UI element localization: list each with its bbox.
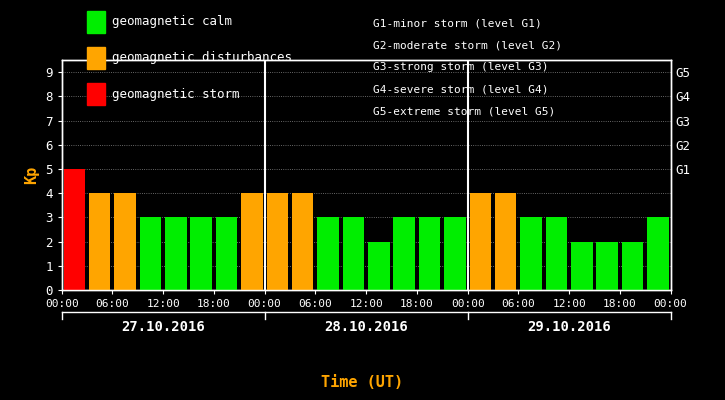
Bar <box>267 193 288 290</box>
Text: geomagnetic storm: geomagnetic storm <box>112 88 240 100</box>
Bar <box>165 217 186 290</box>
Text: geomagnetic disturbances: geomagnetic disturbances <box>112 52 292 64</box>
Bar <box>546 217 567 290</box>
Bar <box>368 242 389 290</box>
Bar <box>343 217 364 290</box>
Bar <box>241 193 262 290</box>
Bar <box>140 217 161 290</box>
Bar <box>495 193 516 290</box>
Bar <box>292 193 313 290</box>
Bar <box>622 242 643 290</box>
Bar <box>571 242 592 290</box>
Text: 29.10.2016: 29.10.2016 <box>527 320 611 334</box>
Bar <box>444 217 465 290</box>
Bar <box>191 217 212 290</box>
Bar <box>89 193 110 290</box>
Bar <box>318 217 339 290</box>
Text: G4-severe storm (level G4): G4-severe storm (level G4) <box>373 84 549 94</box>
Text: G1-minor storm (level G1): G1-minor storm (level G1) <box>373 18 542 28</box>
Bar <box>597 242 618 290</box>
Text: G2-moderate storm (level G2): G2-moderate storm (level G2) <box>373 40 563 50</box>
Bar <box>419 217 440 290</box>
Bar <box>470 193 491 290</box>
Text: G5-extreme storm (level G5): G5-extreme storm (level G5) <box>373 106 555 116</box>
Text: G3-strong storm (level G3): G3-strong storm (level G3) <box>373 62 549 72</box>
Text: 28.10.2016: 28.10.2016 <box>324 320 408 334</box>
Bar <box>216 217 237 290</box>
Bar <box>115 193 136 290</box>
Text: Time (UT): Time (UT) <box>321 375 404 390</box>
Text: geomagnetic calm: geomagnetic calm <box>112 16 233 28</box>
Y-axis label: Kp: Kp <box>25 166 40 184</box>
Bar <box>521 217 542 290</box>
Bar <box>394 217 415 290</box>
Bar <box>64 169 85 290</box>
Bar <box>647 217 668 290</box>
Text: 27.10.2016: 27.10.2016 <box>121 320 205 334</box>
